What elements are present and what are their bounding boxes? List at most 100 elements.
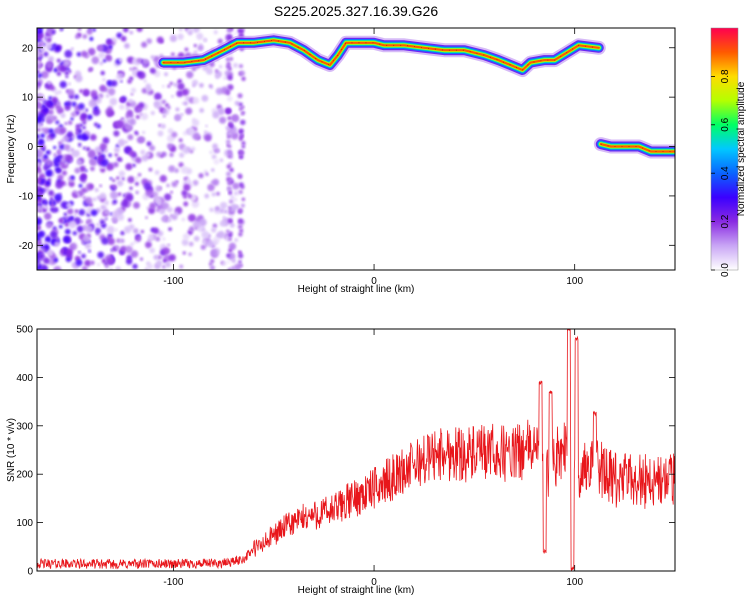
noise-blob bbox=[120, 230, 125, 236]
noise-blob bbox=[232, 115, 238, 121]
noise-blob bbox=[69, 215, 75, 220]
noise-blob bbox=[91, 92, 97, 98]
noise-blob bbox=[45, 180, 51, 186]
noise-blob bbox=[44, 241, 48, 244]
noise-blob bbox=[99, 84, 107, 92]
noise-blob bbox=[84, 259, 91, 267]
noise-blob bbox=[143, 64, 146, 68]
noise-blob bbox=[74, 94, 79, 100]
noise-blob bbox=[241, 76, 246, 81]
noise-blob bbox=[238, 189, 243, 195]
snr-ytick-label: 400 bbox=[16, 373, 33, 384]
noise-blob bbox=[227, 218, 233, 224]
noise-blob bbox=[84, 243, 91, 250]
noise-blob bbox=[78, 183, 83, 188]
noise-blob bbox=[145, 86, 152, 92]
noise-blob bbox=[112, 199, 118, 205]
noise-blob bbox=[239, 228, 244, 233]
noise-blob bbox=[42, 248, 46, 252]
noise-blob bbox=[145, 189, 153, 197]
noise-blob bbox=[66, 248, 74, 255]
noise-blob bbox=[238, 263, 242, 267]
noise-blob bbox=[238, 260, 242, 264]
noise-blob bbox=[124, 42, 130, 49]
noise-blob bbox=[45, 84, 48, 87]
noise-blob bbox=[52, 43, 57, 48]
noise-blob bbox=[94, 187, 99, 193]
noise-blob bbox=[159, 208, 166, 215]
noise-blob bbox=[189, 183, 194, 188]
noise-blob bbox=[66, 202, 72, 209]
noise-blob bbox=[182, 251, 186, 255]
noise-blob bbox=[181, 190, 188, 197]
noise-blob bbox=[182, 233, 190, 241]
noise-blob bbox=[106, 257, 115, 266]
noise-blob bbox=[113, 130, 120, 137]
noise-blob bbox=[105, 107, 114, 116]
noise-blob bbox=[100, 70, 105, 76]
noise-blob bbox=[225, 89, 231, 94]
noise-blob bbox=[82, 146, 86, 150]
noise-blob bbox=[53, 257, 59, 263]
noise-blob bbox=[226, 260, 230, 264]
noise-blob bbox=[68, 69, 72, 74]
noise-blob bbox=[70, 111, 77, 118]
noise-blob bbox=[74, 213, 77, 217]
noise-blob bbox=[168, 165, 176, 173]
colorbar-label: Normalized spectral amplitude bbox=[736, 81, 747, 216]
noise-blob bbox=[227, 181, 232, 186]
snr-xlabel: Height of straight line (km) bbox=[298, 585, 415, 596]
noise-blob bbox=[141, 41, 148, 48]
noise-blob bbox=[129, 30, 134, 35]
noise-blob bbox=[229, 222, 235, 228]
noise-blob bbox=[100, 158, 109, 167]
noise-blob bbox=[161, 202, 170, 210]
noise-blob bbox=[112, 184, 118, 190]
noise-blob bbox=[73, 194, 78, 198]
noise-blob bbox=[67, 131, 73, 138]
noise-blob bbox=[44, 100, 52, 108]
noise-blob bbox=[70, 175, 75, 180]
noise-blob bbox=[45, 221, 53, 229]
noise-blob bbox=[75, 127, 80, 132]
noise-blob bbox=[239, 70, 246, 76]
noise-blob bbox=[174, 211, 179, 216]
noise-blob bbox=[107, 87, 116, 96]
noise-blob bbox=[229, 57, 234, 61]
noise-blob bbox=[68, 82, 71, 86]
snr-xtick-label: 0 bbox=[371, 577, 377, 588]
noise-blob bbox=[226, 34, 232, 40]
spectrogram-frame bbox=[36, 27, 676, 271]
noise-blob bbox=[67, 89, 75, 97]
noise-blob bbox=[161, 84, 165, 88]
noise-blob bbox=[64, 222, 70, 227]
colorbar-ticks: 0.0 0.2 0.4 0.6 0.8 bbox=[711, 69, 731, 277]
colorbar-tick-label: 0.0 bbox=[720, 263, 731, 277]
spectrogram-ytick-label: -10 bbox=[19, 191, 34, 202]
noise-blob bbox=[128, 98, 133, 104]
noise-blob bbox=[53, 153, 57, 157]
noise-blob bbox=[39, 140, 43, 144]
noise-blob bbox=[104, 200, 110, 206]
noise-blob bbox=[53, 145, 57, 150]
noise-blob bbox=[129, 186, 133, 191]
noise-blob bbox=[239, 155, 242, 159]
noise-blob bbox=[125, 163, 133, 171]
noise-blob bbox=[40, 133, 46, 139]
noise-blob bbox=[192, 97, 200, 104]
noise-blob bbox=[102, 77, 106, 82]
noise-blob bbox=[58, 141, 62, 145]
noise-blob bbox=[82, 88, 90, 97]
noise-blob bbox=[102, 137, 110, 144]
noise-blob bbox=[52, 226, 57, 230]
noise-blob bbox=[135, 114, 140, 120]
noise-blob bbox=[48, 56, 54, 63]
noise-blob bbox=[206, 239, 214, 248]
noise-blob bbox=[219, 158, 224, 163]
noise-blob bbox=[116, 179, 124, 187]
noise-blob bbox=[54, 91, 59, 96]
noise-blob bbox=[160, 123, 166, 129]
noise-blob bbox=[96, 44, 104, 52]
noise-blob bbox=[146, 206, 149, 210]
noise-blob bbox=[212, 143, 218, 150]
